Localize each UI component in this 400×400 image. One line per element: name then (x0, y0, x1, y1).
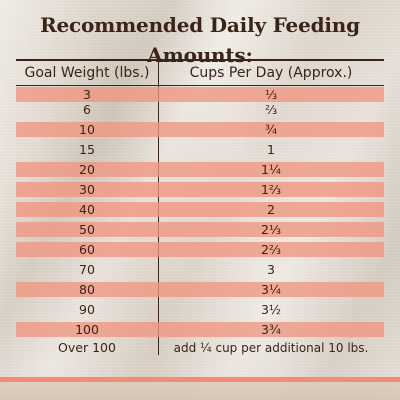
cups-per-day-cell: ⅔ (264, 102, 278, 117)
goal-weight-cell: 70 (79, 262, 95, 277)
goal-weight-cell: 100 (75, 322, 99, 337)
table-row: 100 3¾ (16, 322, 384, 337)
cups-per-day-cell: 1¼ (260, 162, 282, 177)
table-row: 80 3¼ (16, 282, 384, 297)
table-row: 20 1¼ (16, 162, 384, 177)
table-row: Over 100 add ¼ cup per additional 10 lbs… (16, 340, 384, 355)
goal-weight-cell: 30 (79, 182, 95, 197)
cups-per-day-cell: 2⅔ (260, 242, 282, 257)
cups-per-day-cell: ¾ (264, 122, 278, 137)
footer-accent-band (0, 377, 400, 382)
table-row: 3 ⅓ (16, 87, 384, 102)
cups-per-day-cell: 1⅔ (260, 182, 282, 197)
goal-weight-cell: 90 (79, 302, 95, 317)
goal-weight-cell: 6 (83, 102, 91, 117)
table-row: 90 3½ (16, 302, 384, 317)
goal-weight-cell: 50 (79, 222, 95, 237)
cups-per-day-cell: 3¾ (260, 322, 282, 337)
column-header-goal-weight: Goal Weight (lbs.) (24, 64, 150, 81)
goal-weight-cell: 3 (83, 87, 91, 102)
table-row: 30 1⅔ (16, 182, 384, 197)
cups-per-day-cell: 3 (267, 262, 275, 277)
cups-per-day-cell: ⅓ (264, 87, 278, 102)
goal-weight-cell: 20 (79, 162, 95, 177)
table-row: 70 3 (16, 262, 384, 277)
table-row: 6 ⅔ (16, 102, 384, 117)
table-row: 15 1 (16, 142, 384, 157)
goal-weight-cell: Over 100 (58, 340, 116, 355)
goal-weight-cell: 10 (79, 122, 95, 137)
cups-per-day-cell: 1 (267, 142, 275, 157)
cups-per-day-cell: 2⅓ (260, 222, 282, 237)
goal-weight-cell: 40 (79, 202, 95, 217)
cups-per-day-cell: add ¼ cup per additional 10 lbs. (173, 340, 369, 355)
cups-per-day-cell: 3½ (260, 302, 282, 317)
cups-per-day-cell: 2 (267, 202, 275, 217)
table-top-rule (16, 59, 384, 61)
column-header-cups-per-day: Cups Per Day (Approx.) (189, 64, 353, 81)
goal-weight-cell: 80 (79, 282, 95, 297)
table-header-rule (16, 85, 384, 86)
footer-background-strip (0, 382, 400, 400)
cups-per-day-cell: 3¼ (260, 282, 282, 297)
table-row: 40 2 (16, 202, 384, 217)
feeding-table: Goal Weight (lbs.) Cups Per Day (Approx.… (16, 59, 384, 355)
table-row: 50 2⅓ (16, 222, 384, 237)
table-row: 10 ¾ (16, 122, 384, 137)
goal-weight-cell: 15 (79, 142, 95, 157)
goal-weight-cell: 60 (79, 242, 95, 257)
table-header-row: Goal Weight (lbs.) Cups Per Day (Approx.… (16, 60, 384, 85)
table-row: 60 2⅔ (16, 242, 384, 257)
page-title: Recommended Daily Feeding Amounts: (40, 13, 360, 67)
